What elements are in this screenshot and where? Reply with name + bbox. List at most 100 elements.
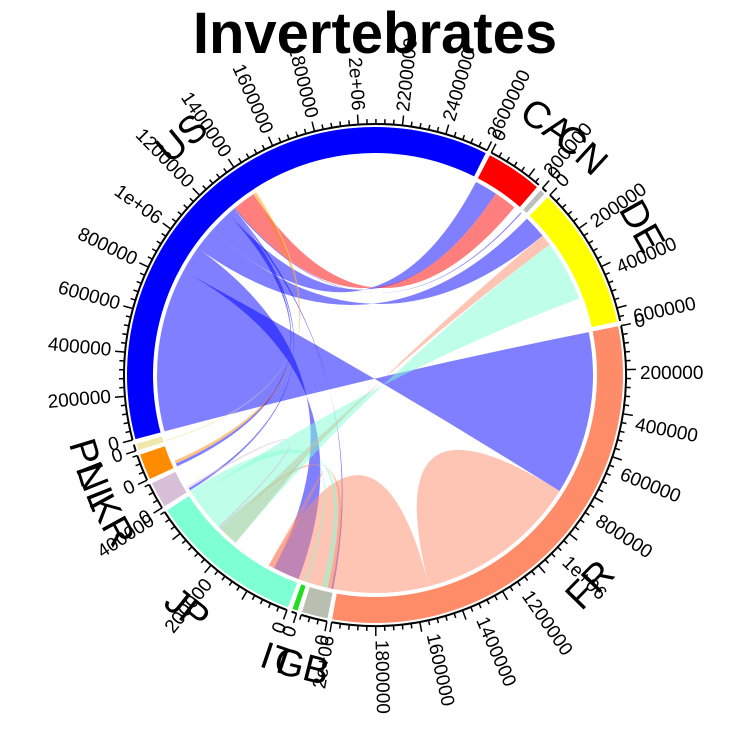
minor-tick-us bbox=[171, 218, 177, 223]
minor-tick-us bbox=[238, 157, 243, 163]
major-tick-cn bbox=[541, 180, 550, 189]
minor-tick-de bbox=[618, 314, 625, 318]
minor-tick-us bbox=[121, 413, 128, 416]
minor-tick-us bbox=[478, 141, 482, 147]
minor-tick-us bbox=[123, 324, 130, 327]
major-tick-fr bbox=[568, 533, 578, 541]
minor-tick-us bbox=[261, 144, 266, 150]
minor-tick-ca bbox=[513, 161, 518, 167]
axis-line-us bbox=[123, 123, 488, 441]
minor-tick-nl bbox=[135, 463, 141, 467]
minor-tick-fr bbox=[563, 539, 568, 545]
axis-line-ca bbox=[490, 151, 540, 186]
link-us-to-cn bbox=[233, 208, 522, 293]
minor-tick-jp bbox=[200, 558, 206, 564]
major-tick-it bbox=[292, 613, 298, 624]
major-tick-us bbox=[356, 114, 359, 125]
minor-tick-de bbox=[608, 280, 614, 284]
minor-tick-ca bbox=[520, 166, 526, 172]
minor-tick-fr bbox=[589, 504, 595, 509]
minor-tick-us bbox=[339, 121, 342, 127]
sector-arc-nl bbox=[140, 446, 174, 479]
sector-arc-kr bbox=[151, 471, 187, 507]
axis-line-fr bbox=[331, 325, 627, 627]
sector-arc-gb bbox=[302, 587, 333, 619]
sector-arc-cn bbox=[523, 190, 545, 213]
minor-tick-fr bbox=[453, 612, 457, 619]
minor-tick-us bbox=[253, 148, 258, 154]
minor-tick-us bbox=[125, 430, 131, 434]
minor-tick-us bbox=[120, 341, 127, 345]
minor-tick-us bbox=[151, 248, 157, 253]
minor-tick-jp bbox=[221, 575, 226, 581]
sector-arc-jp bbox=[167, 496, 298, 608]
minor-tick-us bbox=[470, 138, 474, 144]
minor-tick-fr bbox=[516, 581, 521, 587]
sector-arc-pl bbox=[136, 436, 164, 451]
major-tick-gb bbox=[324, 621, 328, 632]
minor-tick-fr bbox=[544, 559, 550, 564]
tick-label-fr: 0 bbox=[633, 310, 648, 333]
minor-tick-fr bbox=[621, 421, 627, 425]
sector-arc-fr bbox=[332, 326, 623, 623]
minor-tick-us bbox=[321, 124, 324, 130]
minor-tick-us bbox=[278, 137, 282, 143]
major-tick-us bbox=[122, 439, 133, 444]
minor-tick-fr bbox=[617, 439, 623, 442]
major-tick-ca bbox=[490, 143, 497, 153]
minor-tick-us bbox=[130, 297, 136, 301]
ring-separator bbox=[153, 153, 597, 597]
minor-tick-jp bbox=[267, 602, 272, 609]
major-tick-us bbox=[123, 305, 134, 310]
axis-line-jp bbox=[163, 511, 288, 612]
major-tick-pl bbox=[126, 450, 136, 455]
minor-tick-de bbox=[592, 247, 598, 252]
tick-label-fr: 200000 bbox=[640, 363, 703, 384]
minor-tick-kr bbox=[152, 499, 158, 504]
tick-label-us: 800000 bbox=[74, 224, 140, 270]
major-tick-us bbox=[311, 121, 316, 132]
minor-tick-fr bbox=[531, 570, 536, 576]
minor-tick-jp bbox=[251, 594, 256, 601]
minor-tick-fr bbox=[622, 332, 628, 336]
minor-tick-us bbox=[295, 131, 299, 137]
minor-tick-jp bbox=[276, 606, 280, 612]
minor-tick-us bbox=[202, 185, 207, 190]
minor-tick-jp bbox=[170, 525, 176, 531]
sector-axes: 02000004000006000008000001e+061200000140… bbox=[47, 37, 704, 714]
tick-label-us: 1600000 bbox=[228, 61, 277, 137]
minor-tick-kr bbox=[148, 491, 154, 496]
major-tick-us bbox=[114, 395, 125, 398]
link-ca-to-us bbox=[234, 193, 515, 289]
sector-arc-it bbox=[292, 584, 306, 611]
minor-tick-gb bbox=[298, 614, 302, 620]
minor-tick-fr bbox=[584, 511, 590, 516]
minor-tick-us bbox=[215, 173, 221, 179]
link-jp-to-de bbox=[194, 244, 580, 543]
major-tick-de bbox=[616, 304, 627, 309]
minor-tick-fr bbox=[605, 472, 611, 476]
minor-tick-fr bbox=[470, 606, 474, 612]
minor-tick-jp bbox=[214, 570, 219, 576]
minor-tick-us bbox=[139, 272, 146, 276]
tick-label-us: 2400000 bbox=[439, 47, 480, 124]
minor-tick-de bbox=[567, 210, 573, 216]
tick-label-us: 200000 bbox=[47, 387, 112, 413]
minor-tick-jp bbox=[236, 585, 241, 591]
minor-tick-jp bbox=[187, 546, 193, 551]
tick-label-us: 2e+06 bbox=[344, 57, 369, 112]
minor-tick-fr bbox=[598, 488, 604, 493]
minor-tick-de bbox=[611, 288, 617, 292]
minor-tick-us bbox=[123, 421, 129, 425]
minor-tick-jp bbox=[259, 599, 264, 605]
major-tick-us bbox=[486, 141, 493, 151]
minor-tick-us bbox=[122, 332, 128, 336]
tick-label-fr: 800000 bbox=[591, 511, 656, 563]
minor-tick-fr bbox=[494, 595, 498, 601]
major-tick-fr bbox=[620, 322, 632, 327]
minor-tick-jp bbox=[160, 511, 166, 516]
minor-tick-us bbox=[330, 122, 333, 128]
minor-tick-fr bbox=[436, 617, 440, 624]
minor-tick-jp bbox=[165, 518, 171, 523]
